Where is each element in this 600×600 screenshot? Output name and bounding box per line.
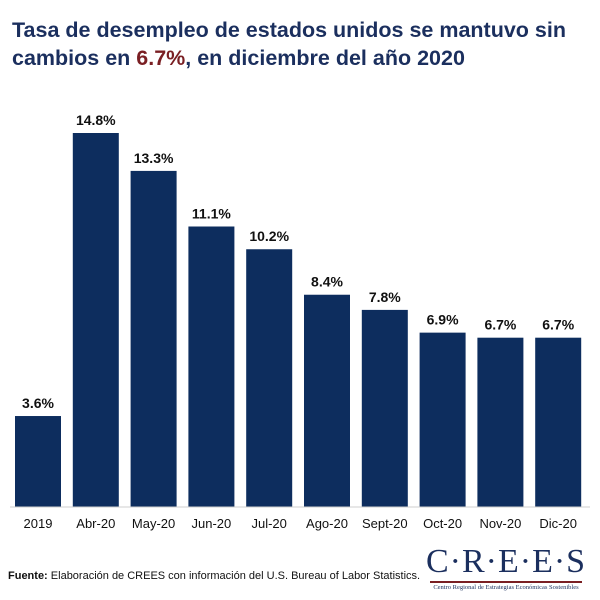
value-label-nov-20: 6.7% (484, 317, 516, 333)
category-label-jun-20: Jun-20 (192, 516, 232, 531)
category-label-nov-20: Nov-20 (479, 516, 521, 531)
bar-jun-20 (188, 226, 235, 507)
chart-title: Tasa de desempleo de estados unidos se m… (12, 16, 592, 72)
category-labels: 2019 Abr-20 May-20 Jun-20 Jul-20 Ago-20 Sept-2… (24, 516, 577, 531)
value-label-2019: 3.6% (22, 395, 54, 411)
bar-2019 (15, 416, 61, 507)
value-label-may-20: 13.3% (134, 150, 174, 166)
value-label-dic-20: 6.7% (542, 317, 574, 333)
title-text-start: Tasa de desempleo de estados unidos se m… (12, 18, 566, 70)
logo-rule (430, 581, 582, 583)
value-label-abr-20: 14.8% (76, 112, 116, 128)
bar-abr-20 (72, 133, 119, 507)
source-label: Fuente: (8, 570, 48, 582)
category-label-may-20: May-20 (132, 516, 175, 531)
bars-group: 3.6% 14.8% 13.3% 11.1% 10.2% 8.4% 7.8% 6.9% 6.7%… (15, 112, 582, 508)
category-label-ago-20: Ago-20 (306, 516, 348, 531)
bar-ago-20 (304, 294, 350, 507)
category-label-abr-20: Abr-20 (76, 516, 115, 531)
crees-logo: C·R·E·E·S Centro Regional de Estrategias… (426, 543, 587, 592)
bar-jul-20 (246, 249, 293, 508)
category-label-oct-20: Oct-20 (423, 516, 462, 531)
value-label-jun-20: 11.1% (192, 206, 231, 222)
bar-oct-20 (419, 332, 466, 507)
category-label-dic-20: Dic-20 (539, 516, 577, 531)
source-note: Fuente: Elaboración de CREES con informa… (8, 570, 420, 582)
source-text: Elaboración de CREES con información del… (47, 570, 421, 582)
title-text-end: , en diciembre del año 2020 (185, 46, 465, 70)
value-label-jul-20: 10.2% (249, 228, 289, 244)
category-label-jul-20: Jul-20 (251, 516, 286, 531)
value-label-oct-20: 6.9% (427, 312, 459, 328)
category-label-sept-20: Sept-20 (362, 516, 408, 531)
value-label-sept-20: 7.8% (369, 289, 401, 305)
logo-subtitle: Centro Regional de Estrategias Económica… (433, 584, 579, 591)
bar-may-20 (130, 170, 177, 508)
bar-nov-20 (477, 337, 524, 507)
logo-wordmark: C·R·E·E·S (426, 543, 587, 580)
bar-dic-20 (535, 337, 582, 507)
title-highlight-value: 6.7% (136, 46, 186, 70)
value-label-ago-20: 8.4% (311, 274, 343, 290)
category-label-2019: 2019 (24, 516, 53, 531)
bar-sept-20 (361, 309, 408, 507)
